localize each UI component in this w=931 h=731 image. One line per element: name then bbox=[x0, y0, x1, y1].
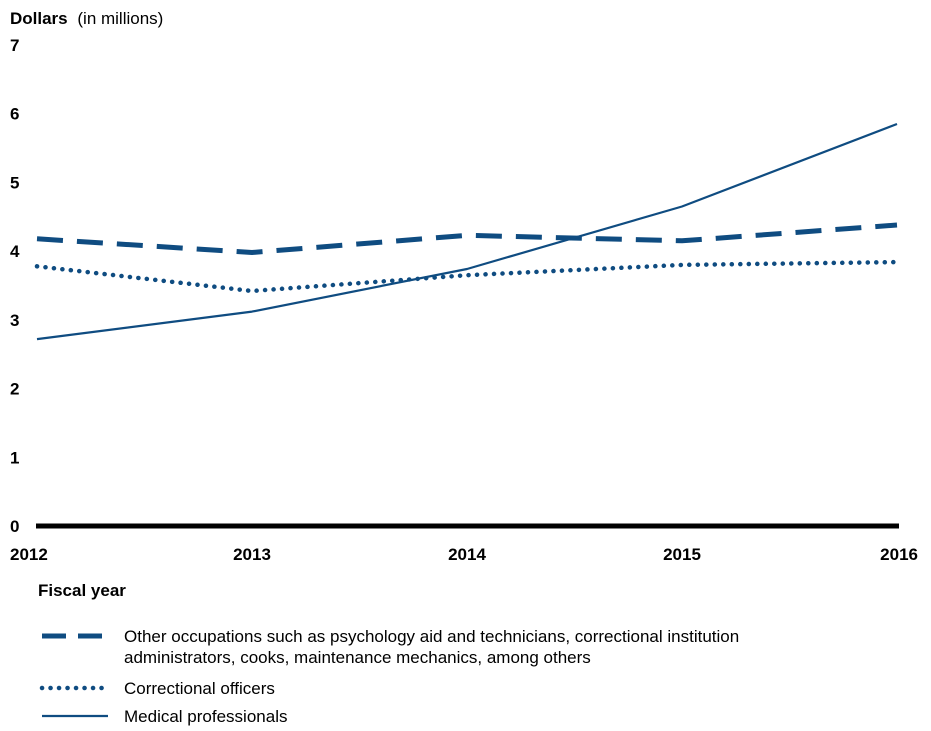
y-tick-label: 7 bbox=[10, 36, 19, 55]
y-tick-label: 3 bbox=[10, 311, 19, 330]
y-tick-label: 1 bbox=[10, 448, 19, 467]
x-tick-label: 2014 bbox=[448, 545, 486, 564]
y-axis-title: Dollars (in millions) bbox=[10, 9, 163, 28]
series-lines bbox=[37, 124, 897, 339]
x-tick-label: 2012 bbox=[10, 545, 48, 564]
y-axis-title-bold: Dollars bbox=[10, 9, 68, 28]
y-tick-label: 0 bbox=[10, 517, 19, 536]
series-line-dotted bbox=[37, 262, 897, 291]
y-tick-label: 6 bbox=[10, 105, 19, 124]
legend-label: Medical professionals bbox=[124, 707, 287, 726]
y-tick-label: 4 bbox=[10, 242, 20, 261]
y-tick-label: 5 bbox=[10, 173, 19, 192]
x-axis-ticks: 2012 2013 2014 2015 2016 bbox=[10, 545, 918, 564]
x-axis-title: Fiscal year bbox=[38, 581, 126, 600]
legend-label: administrators, cooks, maintenance mecha… bbox=[124, 648, 591, 667]
legend-label: Other occupations such as psychology aid… bbox=[124, 627, 739, 646]
series-line-solid bbox=[37, 124, 897, 339]
y-tick-label: 2 bbox=[10, 380, 19, 399]
x-tick-label: 2013 bbox=[233, 545, 271, 564]
x-tick-label: 2015 bbox=[663, 545, 701, 564]
y-axis-title-unit: (in millions) bbox=[77, 9, 163, 28]
legend-label: Correctional officers bbox=[124, 679, 275, 698]
legend: Other occupations such as psychology aid… bbox=[42, 627, 739, 726]
y-axis-ticks: 0 1 2 3 4 5 6 7 bbox=[10, 36, 20, 536]
series-line-dashed bbox=[37, 225, 897, 253]
x-tick-label: 2016 bbox=[880, 545, 918, 564]
